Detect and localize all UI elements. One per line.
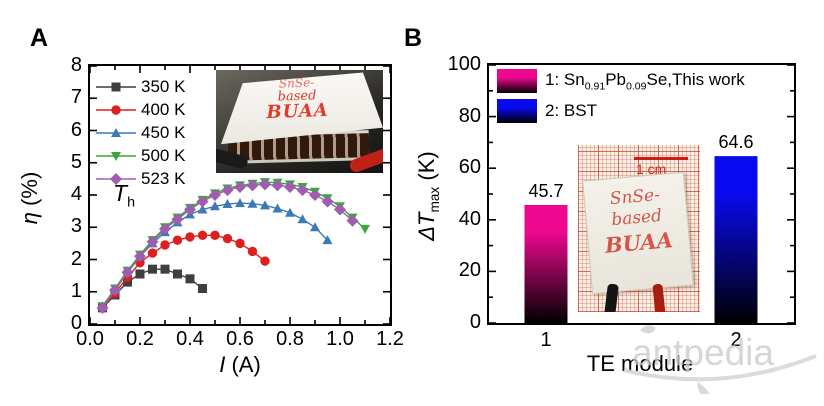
diamond-marker-icon	[96, 172, 136, 185]
x-category-label: 2	[730, 329, 742, 351]
triangle-up-marker-icon	[96, 127, 136, 137]
legend-label: 400 K	[141, 99, 186, 119]
y-tick-label: 100	[447, 53, 481, 75]
y-tick-label: 5	[70, 150, 82, 173]
panel-b-legend: 1: Sn0.91Pb0.09Se,This work 2: BST	[497, 68, 745, 128]
bar-1	[524, 205, 568, 323]
panel-b-label: B	[404, 24, 423, 52]
panel-a-y-axis-label: η (%)	[17, 171, 42, 225]
y-tick-label: 0	[469, 311, 481, 333]
panel-a-x-axis-label: I (A)	[219, 352, 261, 377]
bar-value-label: 64.6	[718, 132, 754, 153]
circle-marker-icon	[96, 104, 136, 115]
legend-entry: 350 K	[96, 75, 185, 98]
y-tick-label: 0	[70, 312, 82, 334]
y-tick-label: 80	[458, 104, 481, 127]
bar-value-label: 45.7	[528, 181, 564, 202]
annotation-symbol: T	[113, 180, 128, 206]
x-tick-label: 1.0	[326, 328, 354, 350]
legend-label: 500 K	[141, 145, 186, 165]
y-tick-label: 60	[458, 156, 481, 179]
y-tick-label: 7	[70, 86, 82, 109]
handwritten-label: SnSe- based BUAA	[266, 74, 330, 123]
square-marker-icon	[96, 82, 136, 91]
x-tick-label: 0.0	[76, 328, 104, 350]
panel-b-x-axis-label: TE module	[586, 351, 694, 376]
scale-bar	[634, 157, 688, 160]
efficiency-line-chart	[90, 66, 390, 324]
annotation-subscript: h	[127, 194, 135, 211]
x-tick-label: 0.8	[276, 328, 304, 350]
x-tick-label: 1.2	[376, 328, 404, 350]
legend-label: 1: Sn0.91Pb0.09Se,This work	[545, 69, 745, 93]
y-tick-label: 2	[70, 247, 82, 270]
panel-b-plot-area	[487, 63, 796, 325]
legend-entry: 2: BST	[497, 98, 745, 124]
y-tick-label: 20	[458, 259, 481, 282]
handwritten-label: SnSe- based BUAA	[603, 184, 674, 258]
panel-b-y-axis-label: ΔTmax (K)	[413, 151, 443, 241]
panel-a-legend: 350 K 400 K 450 K 500 K 523 K	[96, 75, 185, 190]
x-tick-label: 0.4	[176, 328, 204, 350]
y-tick-label: 8	[70, 54, 82, 76]
y-tick-label: 1	[70, 279, 82, 302]
legend-label: 350 K	[141, 76, 186, 96]
y-tick-label: 40	[458, 207, 481, 230]
legend-entry: 500 K	[96, 144, 185, 167]
triangle-down-marker-icon	[96, 151, 136, 161]
legend-entry: 450 K	[96, 121, 185, 144]
legend-swatch	[497, 99, 537, 123]
y-tick-label: 6	[70, 118, 82, 141]
panel-b-inset-photo: 1 cm SnSe- based BUAA	[578, 145, 700, 312]
delta-t-bar-chart	[489, 65, 794, 323]
x-tick-label: 0.6	[226, 328, 254, 350]
y-tick-label: 3	[70, 215, 82, 238]
legend-label: 523 K	[141, 168, 186, 188]
bar-2	[714, 156, 758, 323]
x-category-label: 1	[540, 329, 552, 351]
legend-entry: 523 K	[96, 167, 185, 190]
legend-entry: 400 K	[96, 98, 185, 121]
hot-side-temperature-annotation: Th	[113, 180, 135, 211]
legend-label: 2: BST	[545, 101, 597, 120]
te-module-photo: SnSe- based BUAA	[582, 171, 694, 295]
panel-a-label: A	[30, 24, 49, 52]
panel-a-inset-photo: SnSe- based BUAA	[216, 70, 383, 173]
y-tick-label: 4	[70, 183, 82, 205]
legend-entry: 1: Sn0.91Pb0.09Se,This work	[497, 68, 745, 94]
legend-swatch	[497, 69, 537, 93]
x-tick-label: 0.2	[126, 328, 154, 350]
legend-label: 450 K	[141, 122, 186, 142]
